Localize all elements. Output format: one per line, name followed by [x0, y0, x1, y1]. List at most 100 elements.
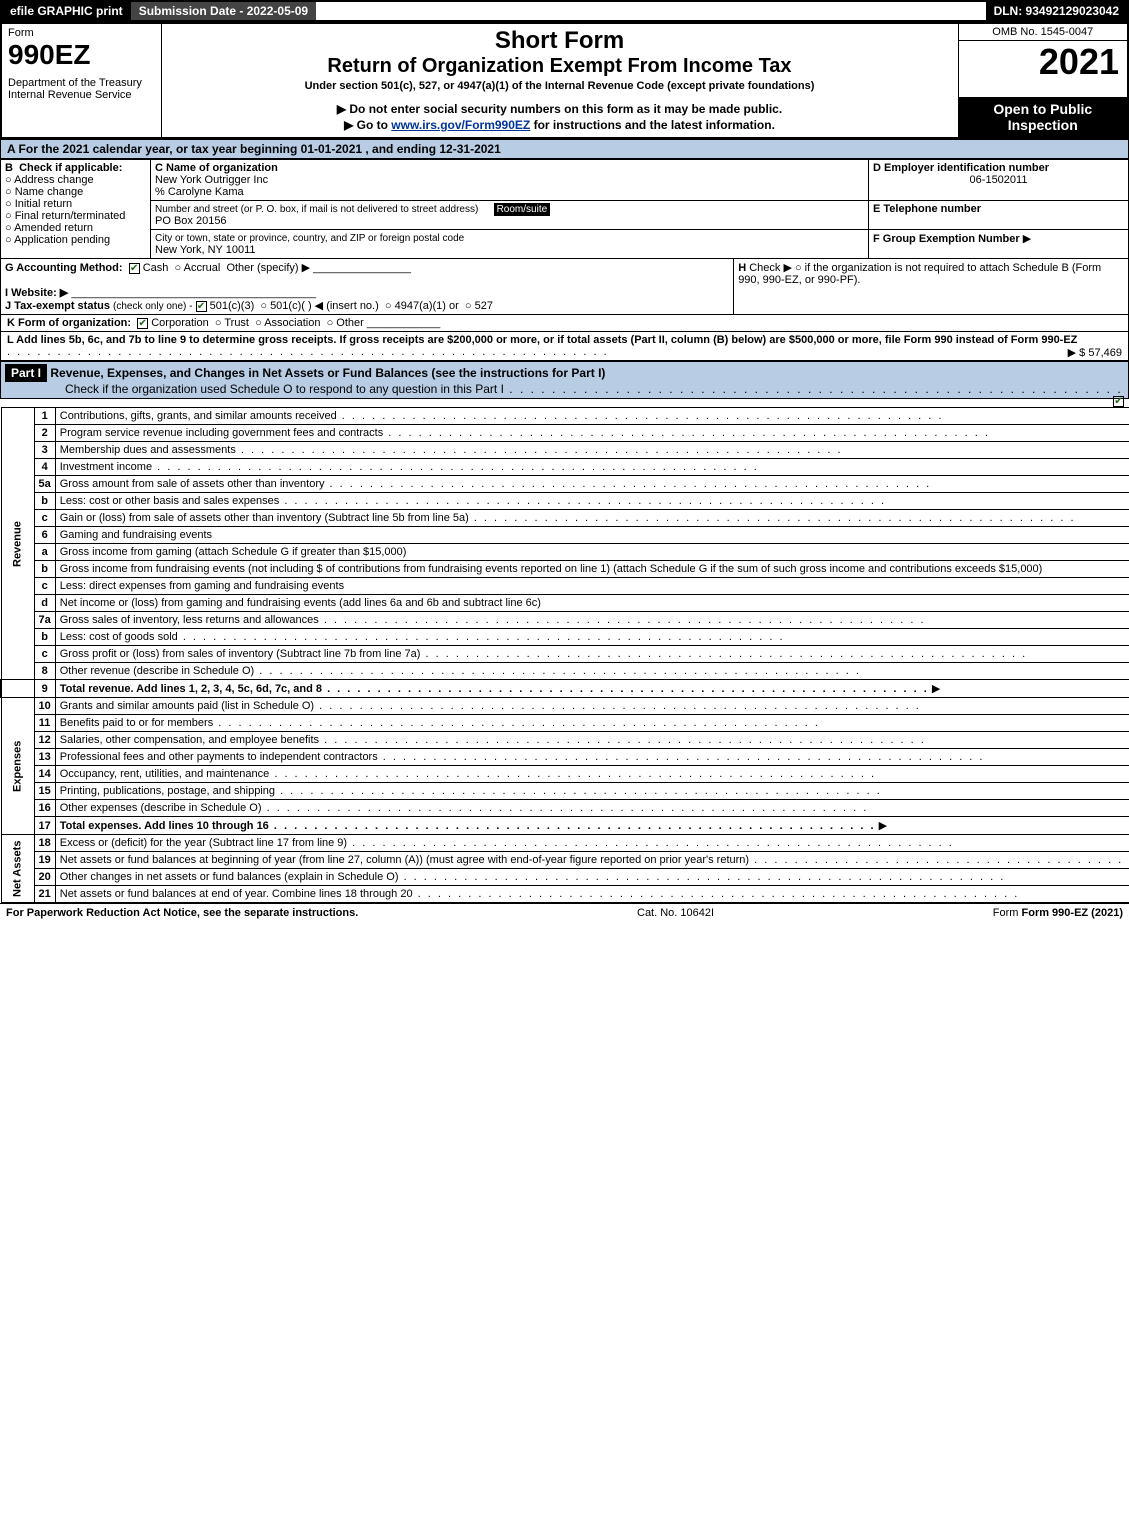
part-1-badge: Part I: [5, 364, 47, 382]
page-footer: For Paperwork Reduction Act Notice, see …: [0, 903, 1129, 922]
line-17-num: 17: [34, 817, 55, 835]
line-6a-num: a: [34, 544, 55, 561]
paperwork-notice: For Paperwork Reduction Act Notice, see …: [6, 907, 358, 919]
street-address: PO Box 20156: [155, 215, 227, 227]
line-19-desc: Net assets or fund balances at beginning…: [60, 854, 1129, 866]
chk-address-change[interactable]: Address change: [17, 174, 146, 186]
section-e-phone-label: E Telephone number: [873, 203, 981, 215]
line-1-desc: Contributions, gifts, grants, and simila…: [60, 410, 944, 422]
gross-receipts-amount: ▶ $ 57,469: [1068, 346, 1122, 359]
section-d-ein-label: D Employer identification number: [873, 162, 1049, 174]
entity-info-table: B Check if applicable: Address change Na…: [0, 159, 1129, 259]
efile-print-button[interactable]: efile GRAPHIC print: [2, 2, 131, 20]
group-exemption-arrow: ▶: [1023, 233, 1031, 245]
line-5a-desc: Gross amount from sale of assets other t…: [60, 478, 932, 490]
line-4-num: 4: [34, 459, 55, 476]
line-8-desc: Other revenue (describe in Schedule O): [60, 665, 861, 677]
opt-4947: 4947(a)(1) or: [395, 300, 459, 312]
line-13-desc: Professional fees and other payments to …: [60, 751, 985, 763]
opt-trust: Trust: [224, 317, 249, 329]
goto-suffix: for instructions and the latest informat…: [530, 118, 775, 132]
line-11-num: 11: [34, 715, 55, 732]
line-2-num: 2: [34, 425, 55, 442]
section-a-tax-year: A For the 2021 calendar year, or tax yea…: [0, 139, 1129, 159]
section-i-website: I Website: ▶: [5, 287, 68, 299]
accrual-label: Accrual: [184, 262, 221, 274]
street-label: Number and street (or P. O. box, if mail…: [155, 204, 478, 215]
section-j-note: (check only one) -: [113, 301, 192, 312]
line-15-desc: Printing, publications, postage, and shi…: [60, 785, 882, 797]
line-20-desc: Other changes in net assets or fund bala…: [60, 871, 1006, 883]
line-5c-desc: Gain or (loss) from sale of assets other…: [60, 512, 1076, 524]
room-suite-label: Room/suite: [494, 203, 551, 216]
care-of-name: % Carolyne Kama: [155, 186, 244, 198]
ein-value: 06-1502011: [873, 174, 1124, 186]
line-7a-num: 7a: [34, 612, 55, 629]
tax-year: 2021: [959, 41, 1128, 83]
line-6b-desc: Gross income from fundraising events (no…: [55, 561, 1129, 578]
section-j-label: J Tax-exempt status: [5, 300, 110, 312]
opt-other: Other: [336, 317, 364, 329]
opt-501c3: 501(c)(3): [210, 300, 255, 312]
chk-cash[interactable]: [129, 263, 140, 274]
line-8-num: 8: [34, 663, 55, 680]
form-footer-id: Form Form 990-EZ (2021): [993, 907, 1123, 919]
section-b-label: B Check if applicable:: [5, 162, 122, 174]
line-7a-desc: Gross sales of inventory, less returns a…: [60, 614, 926, 626]
open-to-public-badge: Open to Public Inspection: [958, 97, 1128, 138]
chk-schedule-o[interactable]: [1113, 396, 1124, 407]
line-17-desc: Total expenses. Add lines 10 through 16: [60, 820, 876, 832]
line-7c-num: c: [34, 646, 55, 663]
line-6c-num: c: [34, 578, 55, 595]
section-g-label: G Accounting Method:: [5, 262, 123, 274]
line-7b-desc: Less: cost of goods sold: [60, 631, 785, 643]
line-5c-num: c: [34, 510, 55, 527]
line-18-num: 18: [34, 835, 55, 852]
omb-number: OMB No. 1545-0047: [959, 24, 1128, 41]
line-6-desc: Gaming and fundraising events: [55, 527, 1129, 544]
line-6d-num: d: [34, 595, 55, 612]
goto-prefix: Go to: [357, 118, 392, 132]
chk-final-return[interactable]: Final return/terminated: [17, 210, 146, 222]
cash-label: Cash: [143, 262, 169, 274]
line-9-desc: Total revenue. Add lines 1, 2, 3, 4, 5c,…: [60, 683, 929, 695]
form-header: Form 990EZ Department of the Treasury In…: [0, 22, 1129, 139]
part-1-grid: Revenue 1 Contributions, gifts, grants, …: [0, 407, 1129, 903]
line-10-desc: Grants and similar amounts paid (list in…: [60, 700, 921, 712]
line-4-desc: Investment income: [60, 461, 759, 473]
revenue-section-label: Revenue: [1, 408, 34, 680]
line-1-num: 1: [34, 408, 55, 425]
dln: DLN: 93492129023042: [986, 2, 1127, 20]
chk-name-change[interactable]: Name change: [17, 186, 146, 198]
cat-number: Cat. No. 10642I: [637, 907, 714, 919]
line-21-desc: Net assets or fund balances at end of ye…: [60, 888, 1020, 900]
line-6c-desc: Less: direct expenses from gaming and fu…: [55, 578, 1129, 595]
opt-association: Association: [264, 317, 320, 329]
part-1-title: Revenue, Expenses, and Changes in Net As…: [50, 366, 605, 380]
line-3-num: 3: [34, 442, 55, 459]
city-state-zip: New York, NY 10011: [155, 244, 256, 256]
part-1-header-row: Part I Revenue, Expenses, and Changes in…: [0, 361, 1129, 399]
chk-corporation[interactable]: [137, 318, 148, 329]
section-k-label: K Form of organization:: [7, 317, 131, 329]
department: Department of the Treasury Internal Reve…: [8, 77, 155, 101]
section-l-text: L Add lines 5b, 6c, and 7b to line 9 to …: [7, 334, 1077, 346]
short-form-label: Short Form: [168, 27, 952, 55]
chk-amended-return[interactable]: Amended return: [17, 222, 146, 234]
line-14-num: 14: [34, 766, 55, 783]
chk-501c3[interactable]: [196, 301, 207, 312]
chk-application-pending[interactable]: Application pending: [17, 234, 146, 246]
line-5b-num: b: [34, 493, 55, 510]
line-7b-num: b: [34, 629, 55, 646]
accounting-method-table: G Accounting Method: Cash ○ Accrual Othe…: [0, 259, 1129, 315]
line-10-num: 10: [34, 698, 55, 715]
line-20-num: 20: [34, 869, 55, 886]
line-6d-desc: Net income or (loss) from gaming and fun…: [60, 597, 541, 609]
under-section: Under section 501(c), 527, or 4947(a)(1)…: [168, 80, 952, 92]
form-word: Form: [8, 27, 155, 39]
irs-link[interactable]: www.irs.gov/Form990EZ: [391, 118, 530, 132]
section-c-name-label: C Name of organization: [155, 162, 278, 174]
form-title: Return of Organization Exempt From Incom…: [168, 55, 952, 78]
chk-initial-return[interactable]: Initial return: [17, 198, 146, 210]
line-13-num: 13: [34, 749, 55, 766]
